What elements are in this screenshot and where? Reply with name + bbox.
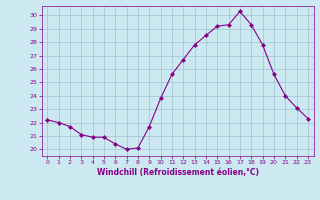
X-axis label: Windchill (Refroidissement éolien,°C): Windchill (Refroidissement éolien,°C) [97,168,259,177]
